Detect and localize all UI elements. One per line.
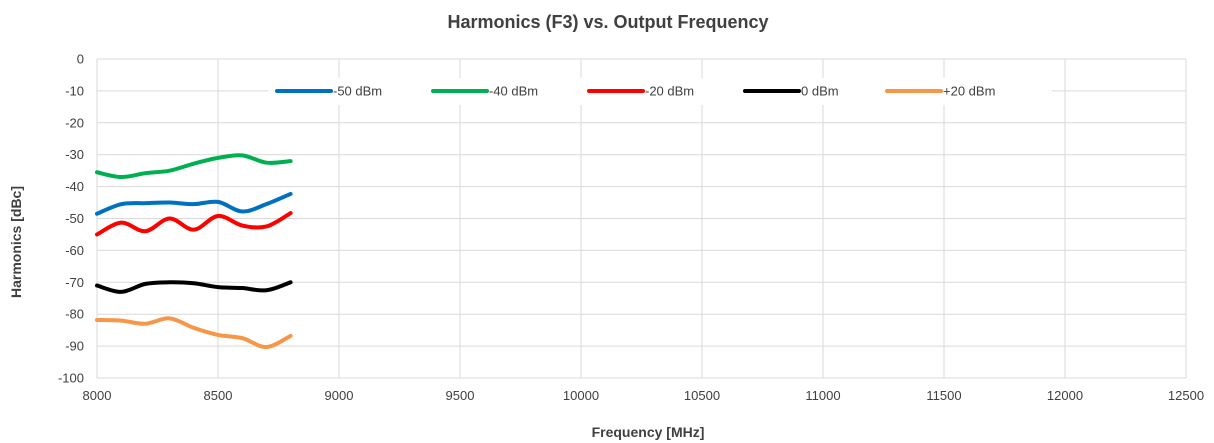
- x-axis-ticks: 8000 8500 9000 9500 10000 10500 11000 11500 1200…: [83, 388, 1205, 403]
- y-tick-label: -10: [65, 83, 84, 98]
- y-tick-label: -70: [65, 275, 84, 290]
- y-tick-label: -30: [65, 147, 84, 162]
- x-tick-label: 9000: [325, 388, 354, 403]
- y-tick-label: -100: [58, 371, 84, 386]
- y-tick-label: -80: [65, 307, 84, 322]
- y-axis-title: Harmonics [dBc]: [8, 186, 24, 298]
- y-axis-ticks: 0 -10 -20 -30 -40 -50 -60 -70 -80 -90 -100: [58, 52, 84, 386]
- series-line: [95, 211, 293, 237]
- legend-label: -40 dBm: [489, 84, 538, 99]
- y-tick-label: -60: [65, 243, 84, 258]
- legend-label: -50 dBm: [333, 84, 382, 99]
- y-tick-label: -40: [65, 179, 84, 194]
- x-tick-label: 12500: [1168, 388, 1204, 403]
- y-tick-label: -20: [65, 115, 84, 130]
- series-lines: [95, 153, 293, 350]
- x-tick-label: 10000: [563, 388, 599, 403]
- series-line: [95, 153, 293, 180]
- legend: -50 dBm -40 dBm -20 dBm 0 dBm +20 dBm: [268, 78, 1052, 105]
- x-tick-label: 11000: [805, 388, 840, 403]
- legend-label: 0 dBm: [801, 84, 839, 99]
- x-tick-label: 10500: [684, 388, 720, 403]
- grid-lines: [96, 58, 1187, 379]
- series-line: [95, 280, 293, 294]
- series-line: [95, 191, 293, 216]
- x-tick-label: 8000: [83, 388, 112, 403]
- y-tick-label: -50: [65, 211, 84, 226]
- y-tick-label: -90: [65, 339, 84, 354]
- x-axis-title: Frequency [MHz]: [592, 424, 705, 440]
- x-tick-label: 8500: [204, 388, 233, 403]
- legend-label: +20 dBm: [943, 84, 995, 99]
- x-tick-label: 11500: [926, 388, 961, 403]
- chart-title: Harmonics (F3) vs. Output Frequency: [447, 12, 768, 32]
- legend-label: -20 dBm: [645, 84, 694, 99]
- x-tick-label: 12000: [1047, 388, 1083, 403]
- series-line: [95, 316, 293, 350]
- x-tick-label: 9500: [446, 388, 475, 403]
- y-tick-label: 0: [77, 52, 84, 67]
